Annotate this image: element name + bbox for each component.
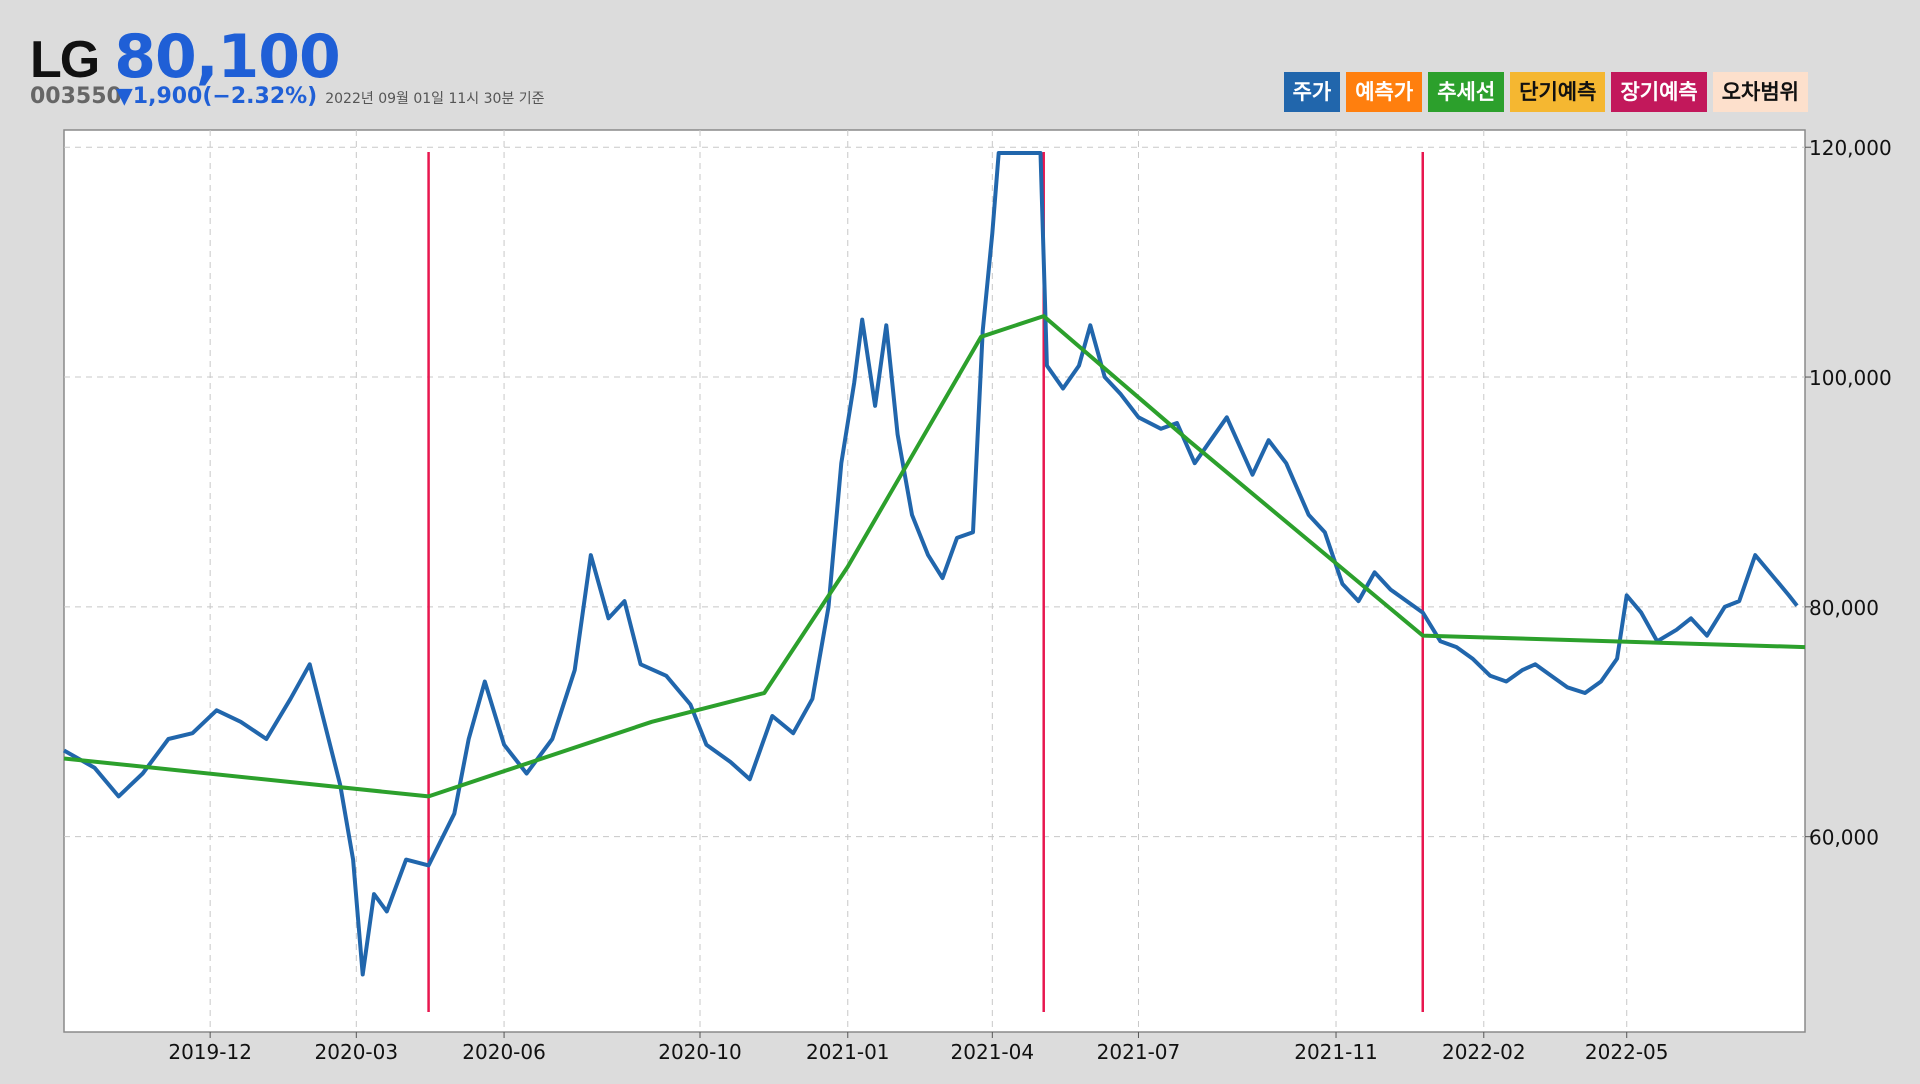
price-change: ▼1,900(−2.32%): [115, 84, 318, 109]
legend-short-term[interactable]: 단기예측: [1510, 72, 1606, 112]
chart-legend: 주가 예측가 추세선 단기예측 장기예측 오차범위: [1283, 72, 1808, 112]
y-tick-label: 100,000: [1809, 366, 1892, 390]
x-tick-label: 2021-07: [1097, 1040, 1181, 1064]
legend-error-range[interactable]: 오차범위: [1712, 72, 1808, 112]
x-tick-label: 2021-04: [951, 1040, 1035, 1064]
x-tick-label: 2020-03: [315, 1040, 399, 1064]
stock-code: 003550: [30, 84, 122, 109]
x-tick-label: 2020-06: [462, 1040, 546, 1064]
x-tick-label: 2022-05: [1585, 1040, 1669, 1064]
y-tick-label: 120,000: [1809, 136, 1892, 160]
timestamp: 2022년 09월 01일 11시 30분 기준: [325, 91, 545, 107]
stock-subinfo: 003550 ▼1,900(−2.32%) 2022년 09월 01일 11시 …: [30, 84, 545, 109]
legend-long-term[interactable]: 장기예측: [1611, 72, 1707, 112]
x-tick-label: 2022-02: [1442, 1040, 1526, 1064]
legend-forecast[interactable]: 예측가: [1346, 72, 1423, 112]
company-name: LG: [30, 31, 100, 89]
y-tick-label: 60,000: [1809, 826, 1879, 850]
trend-series-line: [63, 314, 1806, 799]
x-tick-label: 2019-12: [168, 1040, 252, 1064]
current-price: 80,100: [114, 22, 341, 92]
price-series-line: [63, 151, 1799, 977]
x-tick-label: 2021-01: [806, 1040, 890, 1064]
legend-trend[interactable]: 추세선: [1428, 72, 1505, 112]
stock-header: LG 80,100: [30, 22, 341, 92]
x-tick-label: 2021-11: [1294, 1040, 1378, 1064]
y-tick-label: 80,000: [1809, 596, 1879, 620]
plot-area: [63, 129, 1806, 1033]
legend-price[interactable]: 주가: [1283, 72, 1341, 112]
x-tick-label: 2020-10: [658, 1040, 742, 1064]
